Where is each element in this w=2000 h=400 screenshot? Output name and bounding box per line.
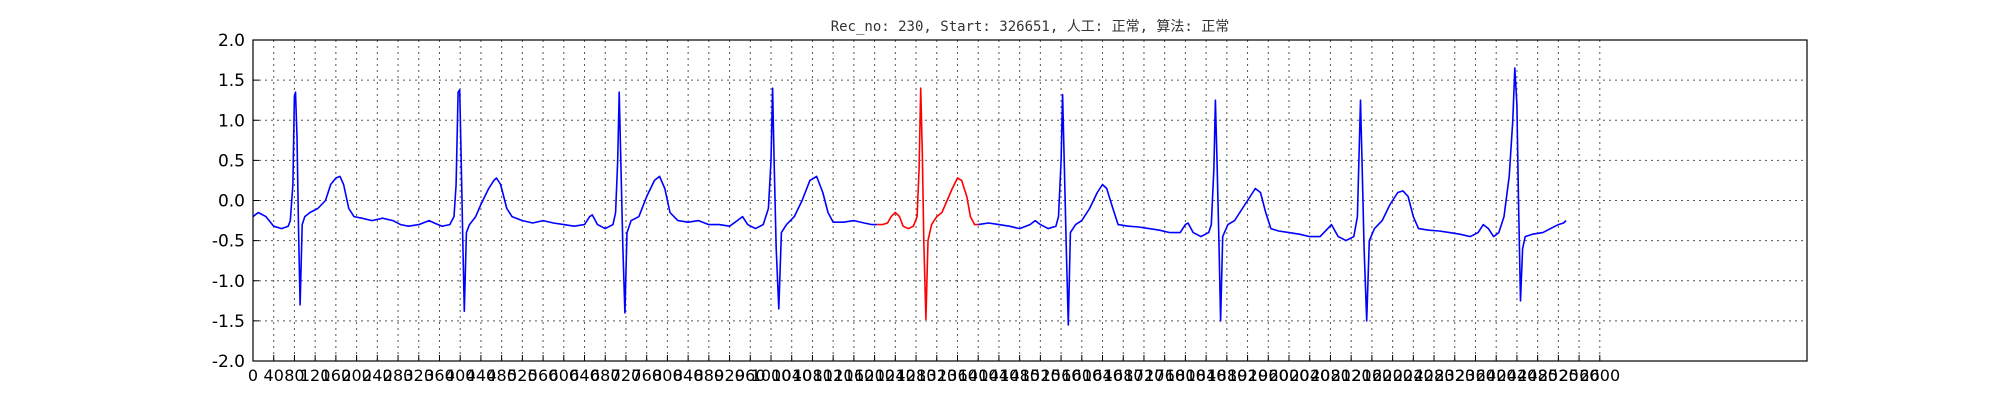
x-tick-label: 520 — [507, 366, 538, 385]
ecg-series-line-1 — [877, 87, 979, 321]
x-tick-label: 1800 — [1165, 366, 1206, 385]
x-tick-label: 1640 — [1082, 366, 1123, 385]
chart-title: Rec_no: 230, Start: 326651, 人工: 正常, 算法: … — [831, 19, 1230, 35]
x-tick-label: 2040 — [1289, 366, 1330, 385]
ecg-series-line-0 — [252, 87, 878, 314]
x-tick-label: 1960 — [1248, 366, 1289, 385]
x-tick-label: 120 — [300, 366, 331, 385]
x-tick-label: 80 — [284, 366, 304, 385]
x-tick-label: 1400 — [958, 366, 999, 385]
x-tick-label: 400 — [445, 366, 476, 385]
x-tick-label: 1880 — [1206, 366, 1247, 385]
x-tick-label: 1120 — [813, 366, 854, 385]
y-tick-label: -1.5 — [212, 312, 245, 332]
x-tick-label: 1480 — [999, 366, 1040, 385]
y-tick-label: -2.0 — [212, 352, 245, 372]
y-tick-label: 1.0 — [218, 111, 245, 131]
x-tick-label: 2160 — [1352, 366, 1393, 385]
x-tick-label: 160 — [321, 366, 352, 385]
y-tick-label: 1.5 — [218, 71, 245, 91]
x-tick-label: 2000 — [1269, 366, 1310, 385]
x-tick-label: 1920 — [1227, 366, 1268, 385]
x-tick-label: 1000 — [751, 366, 792, 385]
x-tick-label: 1680 — [1103, 366, 1144, 385]
x-tick-label: 40 — [264, 366, 284, 385]
x-tick-label: 1760 — [1144, 366, 1185, 385]
x-tick-label: 880 — [694, 366, 725, 385]
x-tick-label: 2200 — [1372, 366, 1413, 385]
x-tick-label: 2240 — [1393, 366, 1434, 385]
x-tick-label: 2480 — [1517, 366, 1558, 385]
x-tick-label: 2080 — [1310, 366, 1351, 385]
ecg-series-group — [252, 67, 1567, 326]
x-tick-label: 640 — [569, 366, 600, 385]
x-tick-label: 1280 — [896, 366, 937, 385]
x-tick-label: 1840 — [1186, 366, 1227, 385]
x-tick-label: 1200 — [854, 366, 895, 385]
grid-lines — [252, 39, 1807, 362]
x-tick-label: 600 — [549, 366, 580, 385]
x-tick-label: 1320 — [916, 366, 957, 385]
x-tick-label: 2560 — [1559, 366, 1600, 385]
x-tick-label: 2320 — [1434, 366, 1475, 385]
x-tick-label: 2600 — [1579, 366, 1620, 385]
x-tick-label: 1720 — [1124, 366, 1165, 385]
x-tick-label: 760 — [631, 366, 662, 385]
x-tick-label: 0 — [248, 366, 258, 385]
x-tick-label: 360 — [424, 366, 455, 385]
x-tick-label: 320 — [403, 366, 434, 385]
x-tick-label: 2360 — [1455, 366, 1496, 385]
y-tick-label: 0.5 — [218, 151, 245, 171]
x-tick-label: 1560 — [1041, 366, 1082, 385]
x-tick-label: 440 — [466, 366, 497, 385]
y-tick-label: 2.0 — [218, 31, 245, 51]
x-tick-label: 1440 — [979, 366, 1020, 385]
y-tick-label: -1.0 — [212, 272, 245, 292]
x-axis-ticks: 0 40 8012016020024028032036040044048052056… — [248, 355, 1620, 385]
x-tick-label: 1600 — [1061, 366, 1102, 385]
x-tick-label: 480 — [486, 366, 517, 385]
x-tick-label: 800 — [652, 366, 683, 385]
x-tick-label: 2120 — [1331, 366, 1372, 385]
x-tick-label: 1080 — [792, 366, 833, 385]
x-tick-label: 1040 — [771, 366, 812, 385]
x-tick-label: 2440 — [1497, 366, 1538, 385]
x-tick-label: 920 — [714, 366, 745, 385]
x-tick-label: 280 — [383, 366, 414, 385]
x-tick-label: 2280 — [1414, 366, 1455, 385]
x-tick-label: 1240 — [875, 366, 916, 385]
x-tick-label: 680 — [590, 366, 621, 385]
x-tick-label: 240 — [362, 366, 393, 385]
x-tick-label: 720 — [611, 366, 642, 385]
x-tick-label: 2520 — [1538, 366, 1579, 385]
x-tick-label: 1520 — [1020, 366, 1061, 385]
y-tick-label: 0.0 — [218, 192, 245, 212]
x-tick-label: 560 — [528, 366, 559, 385]
x-tick-label: 2400 — [1476, 366, 1517, 385]
y-axis-ticks: -2.0 -1.5 -1.0 -0.5 0.0 0.5 1.0 1.5 2.0 — [212, 31, 259, 372]
x-tick-label: 960 — [735, 366, 766, 385]
x-tick-label: 1160 — [834, 366, 875, 385]
y-tick-label: -0.5 — [212, 232, 245, 252]
x-tick-label: 200 — [341, 366, 372, 385]
x-tick-label: 1360 — [937, 366, 978, 385]
ecg-series-line-2 — [978, 67, 1567, 326]
x-tick-label: 840 — [673, 366, 704, 385]
